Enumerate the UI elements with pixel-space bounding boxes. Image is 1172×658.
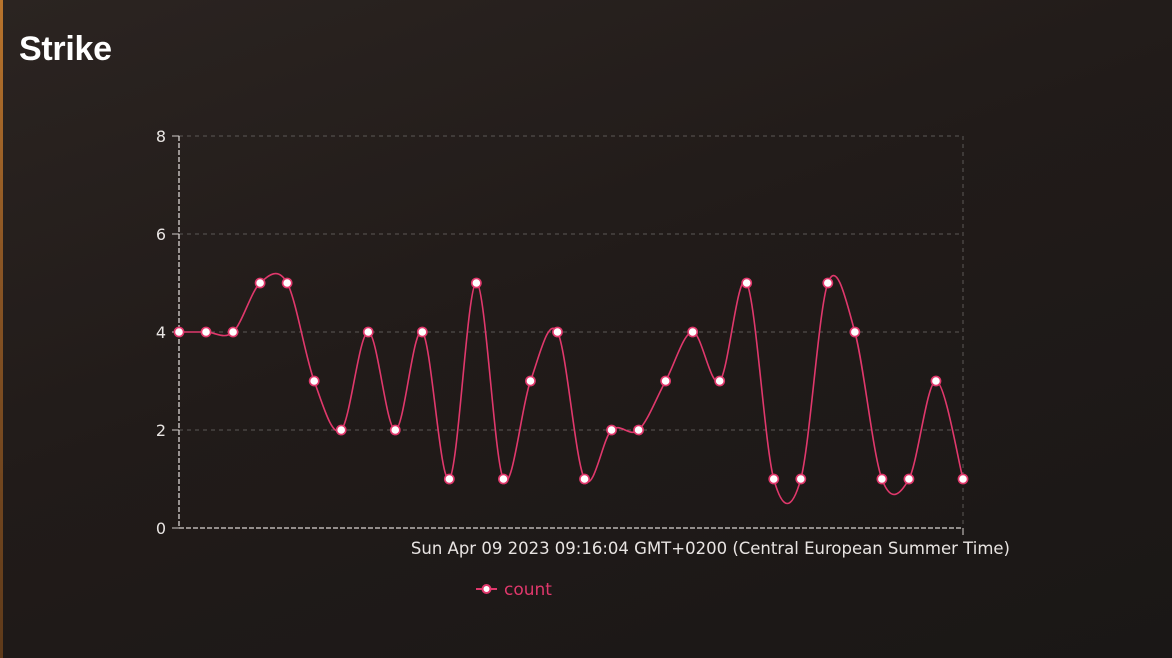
- data-point: [714, 375, 726, 387]
- series-line-count: [179, 272, 964, 505]
- data-point: [308, 375, 320, 387]
- data-point: [579, 473, 590, 485]
- data-point: [498, 473, 509, 485]
- data-point: [822, 277, 834, 289]
- y-tick-label: 4: [156, 323, 166, 342]
- data-point: [416, 326, 428, 338]
- data-point: [687, 326, 699, 338]
- data-point: [254, 277, 266, 289]
- data-point: [552, 326, 563, 338]
- data-point: [173, 326, 185, 338]
- data-point: [930, 375, 942, 387]
- y-tick-label: 8: [156, 127, 166, 146]
- data-point: [525, 375, 536, 387]
- data-point: [200, 326, 212, 338]
- data-point: [741, 277, 753, 289]
- data-point: [389, 424, 401, 436]
- data-point: [281, 277, 293, 289]
- grid-lines: [179, 135, 964, 528]
- data-point: [335, 424, 347, 436]
- data-point: [660, 375, 672, 387]
- data-point: [633, 424, 644, 436]
- data-point: [768, 473, 780, 485]
- data-point: [443, 473, 455, 485]
- series-lines: [179, 272, 964, 505]
- data-point: [606, 424, 617, 436]
- chart-axes: 0 2 4 6 8 Sun Apr 09 2023 09:16:04 GMT+0200 (…: [156, 127, 1010, 558]
- legend-label-count: count: [504, 580, 552, 600]
- data-point: [362, 326, 374, 338]
- legend-marker-icon: [481, 584, 492, 594]
- data-point: [849, 326, 861, 338]
- window-edge-accent: [0, 0, 3, 658]
- data-point: [957, 473, 969, 485]
- x-tick-label: Sun Apr 09 2023 09:16:04 GMT+0200 (Centr…: [411, 539, 1010, 558]
- data-point: [470, 277, 482, 289]
- data-point: [903, 473, 915, 485]
- y-tick-label: 6: [156, 225, 166, 244]
- data-point: [227, 326, 239, 338]
- panel-title: Strike: [19, 30, 112, 68]
- data-point: [876, 473, 888, 485]
- y-tick-label: 0: [156, 519, 166, 538]
- data-point: [795, 473, 807, 485]
- y-tick-label: 2: [156, 421, 166, 440]
- chart-legend[interactable]: count: [476, 580, 552, 600]
- series-points: [173, 277, 969, 485]
